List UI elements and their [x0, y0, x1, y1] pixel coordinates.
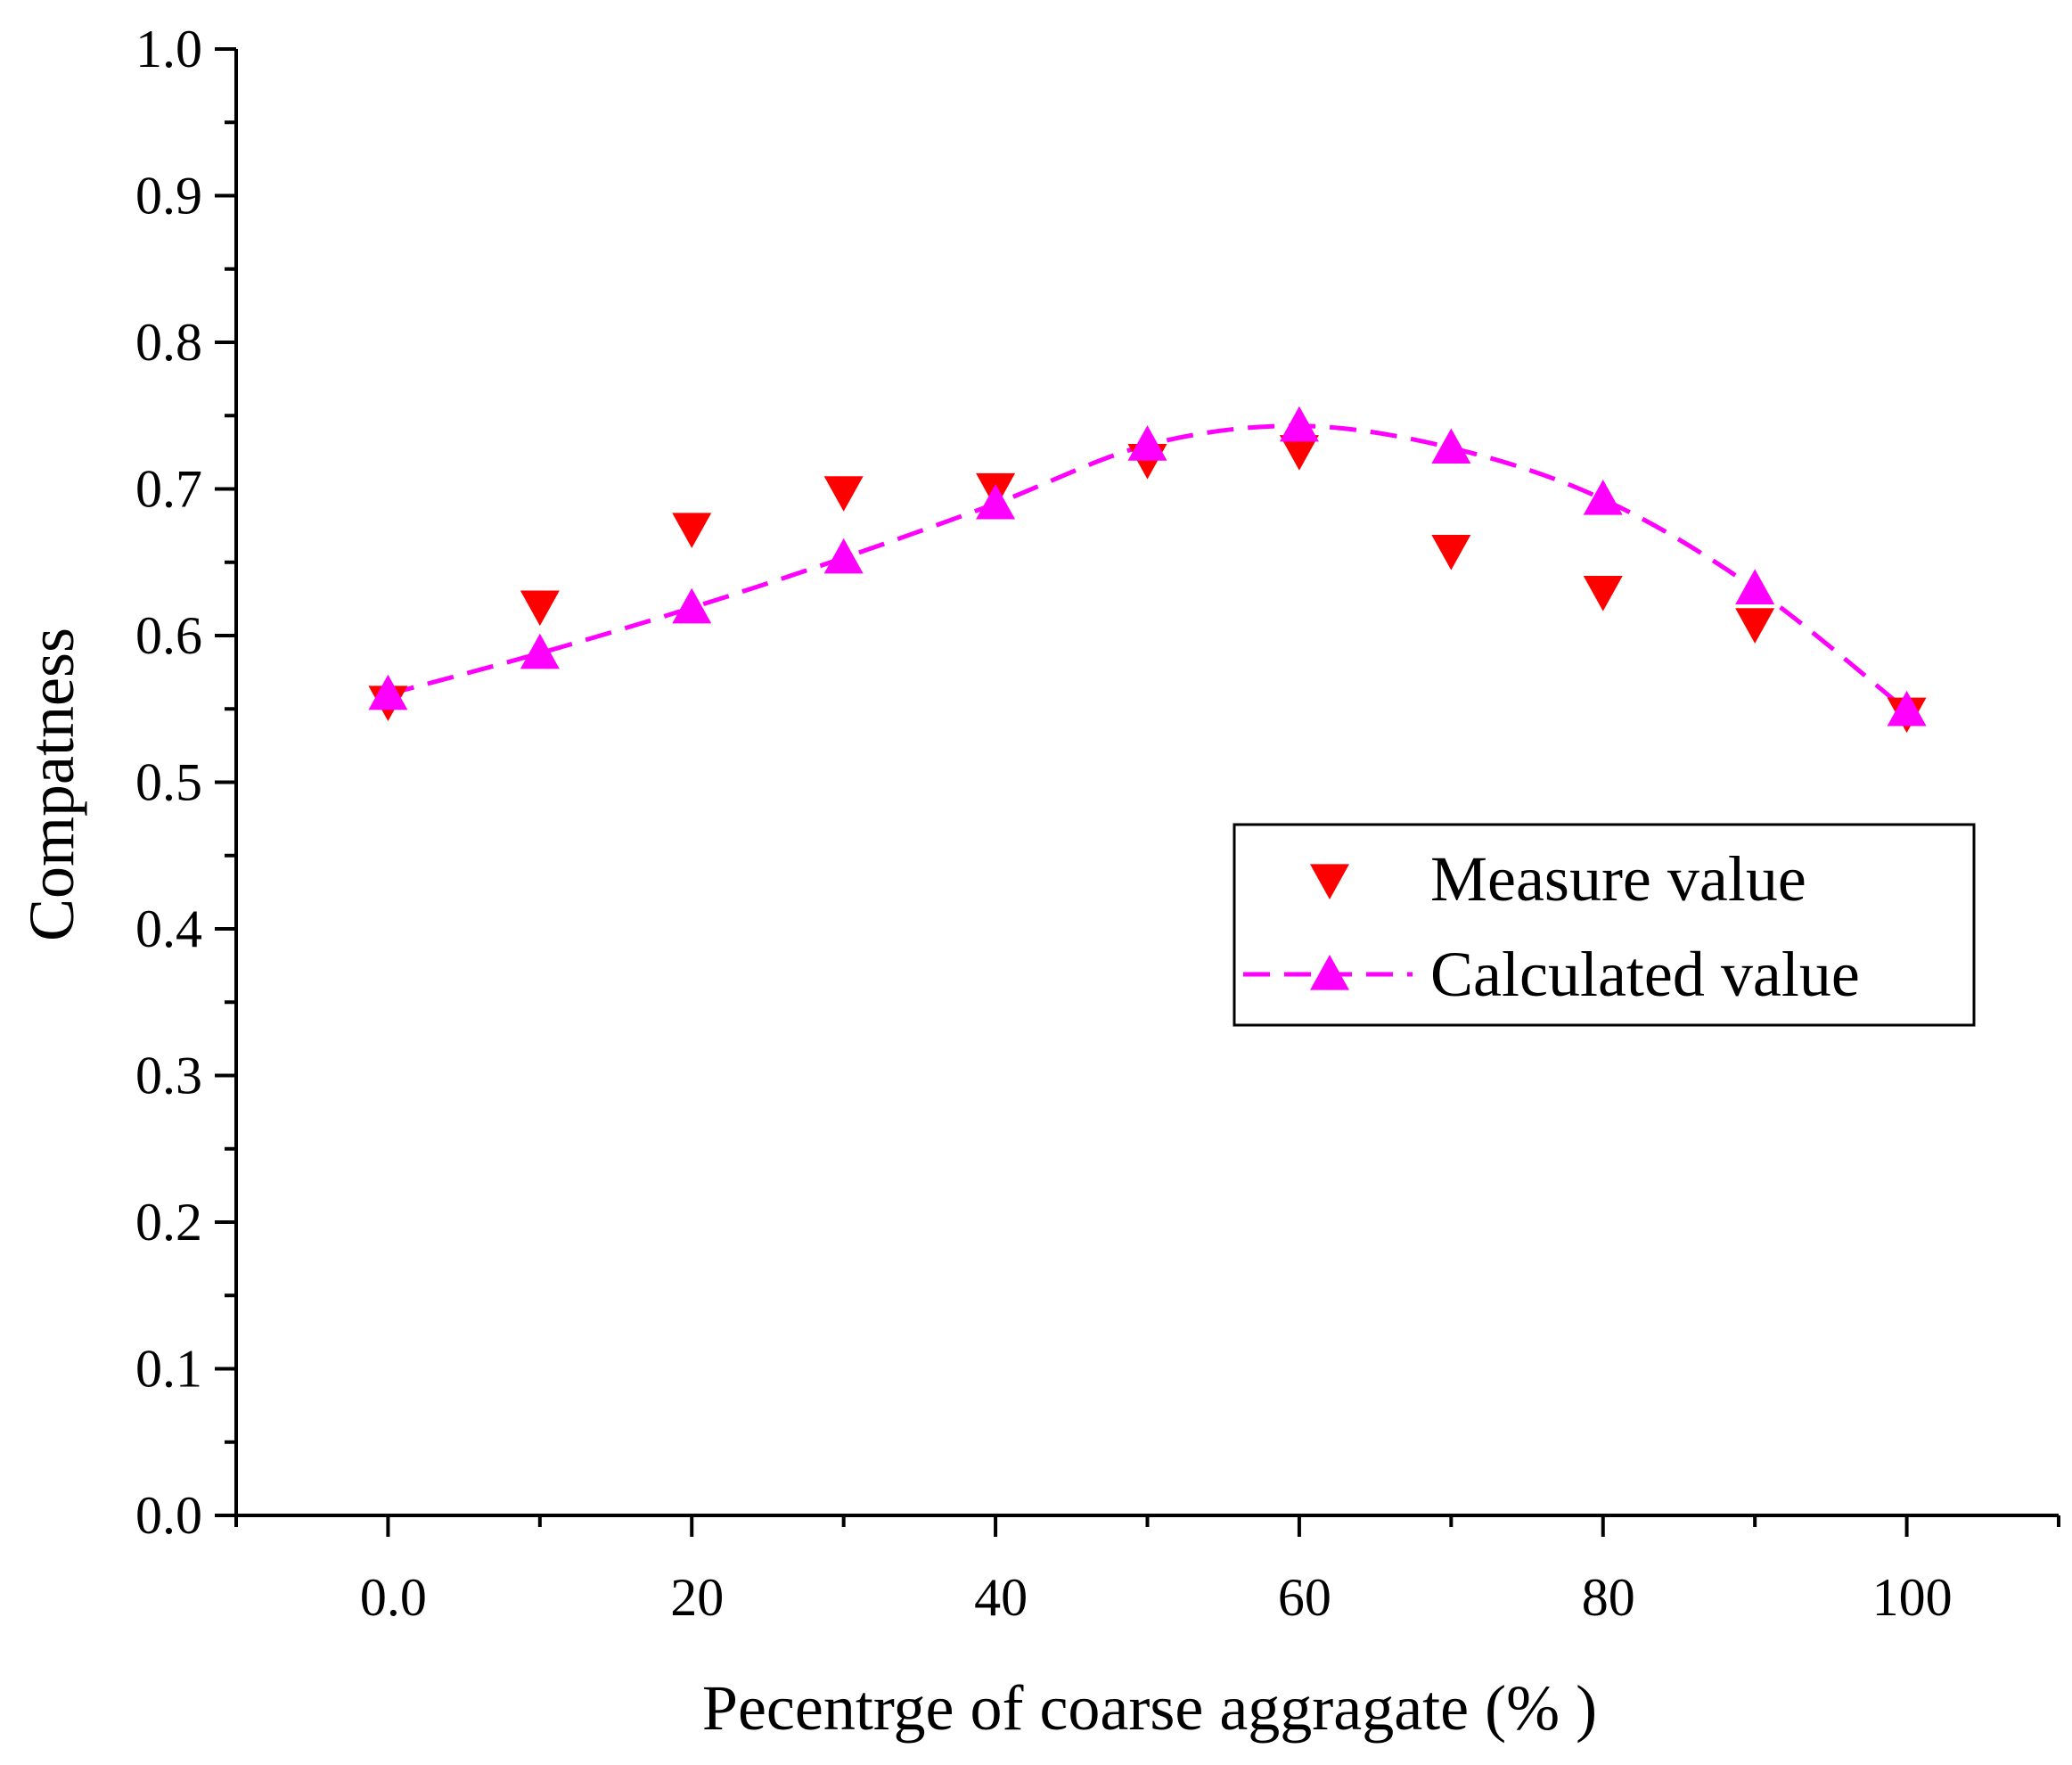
y-tick-label: 1.0: [135, 20, 202, 78]
data-point-calculated-value: [520, 633, 560, 669]
legend: Measure value Calculated value: [1233, 823, 1976, 1027]
y-tick-label: 0.8: [135, 313, 202, 372]
data-point-calculated-value: [1431, 428, 1471, 464]
legend-marker-calculated-value: [1310, 955, 1349, 990]
x-tick-label: 80: [1582, 1568, 1635, 1627]
y-tick-label: 0.7: [135, 460, 202, 519]
y-tick-label: 0.3: [135, 1047, 202, 1105]
data-point-calculated-value: [1127, 425, 1167, 461]
y-tick-label: 0.5: [135, 753, 202, 812]
data-point-calculated-value: [1887, 690, 1927, 727]
axes: 0.0 0.1 0.2 0.3 0.4 0.5 0.6 0.7 0.8 0.9 1.0 0.0 20 40…: [16, 20, 2060, 1744]
y-tick-label: 0.0: [135, 1486, 202, 1545]
x-axis-title: Pecentrge of coarse aggragate (% ): [702, 1672, 1597, 1744]
legend-label-calculated-value: Calculated value: [1430, 939, 1860, 1010]
y-tick-label: 0.4: [135, 899, 202, 958]
x-tick-label: 60: [1278, 1568, 1331, 1627]
data-point-measure-value: [1583, 576, 1623, 612]
data-point-measure-value: [1279, 435, 1319, 471]
data-point-measure-value: [1431, 534, 1471, 571]
y-tick-label: 0.6: [135, 606, 202, 665]
x-tick-label: 40: [974, 1568, 1028, 1627]
y-tick-label: 0.2: [135, 1193, 202, 1252]
plot-area: [368, 406, 1927, 734]
data-point-calculated-value: [1735, 569, 1775, 604]
data-point-measure-value: [672, 513, 712, 548]
data-point-calculated-value: [368, 674, 408, 710]
data-point-measure-value: [520, 590, 560, 627]
x-tick-label: 20: [670, 1568, 724, 1627]
data-point-calculated-value: [672, 587, 712, 624]
data-point-measure-value: [823, 476, 864, 512]
y-tick-label: 0.9: [135, 167, 202, 226]
y-axis-title: Compatness: [16, 628, 87, 941]
data-point-calculated-value: [1583, 480, 1623, 515]
x-tick-label: 0.0: [360, 1568, 427, 1627]
x-tick-label: 100: [1872, 1568, 1953, 1627]
legend-label-measure-value: Measure value: [1430, 843, 1806, 915]
data-point-calculated-value: [823, 538, 864, 574]
legend-box: [1233, 823, 1976, 1027]
data-point-measure-value: [1735, 608, 1775, 644]
data-point-calculated-value: [1279, 406, 1319, 442]
y-tick-label: 0.1: [135, 1340, 202, 1399]
data-point-calculated-value: [976, 483, 1016, 520]
legend-marker-measure-value: [1310, 864, 1349, 899]
